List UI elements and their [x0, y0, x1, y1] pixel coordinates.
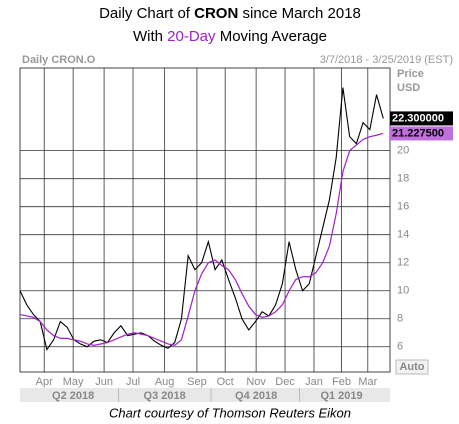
y-tick-label: 8	[397, 313, 403, 325]
plot-area	[19, 67, 391, 373]
price-line	[19, 87, 384, 351]
y-axis-label: Price	[397, 68, 424, 80]
auto-button[interactable]	[395, 359, 429, 375]
date-range: 3/7/2018 - 3/25/2019 (EST)	[320, 54, 453, 66]
x-tick-label: Apr	[36, 376, 53, 388]
quarter-label: Q3 2018	[144, 390, 186, 402]
x-tick-label: Nov	[246, 376, 266, 388]
y-tick-label: 18	[397, 173, 409, 185]
title-part: since March 2018	[238, 5, 361, 22]
title-ticker: CRON	[194, 5, 238, 22]
x-tick-label: Aug	[155, 376, 175, 388]
x-tick-label: Sep	[187, 376, 207, 388]
x-tick-label: Dec	[275, 376, 295, 388]
chart-title: Daily Chart of CRON since March 2018	[99, 5, 361, 22]
x-tick-label: Jul	[126, 376, 140, 388]
quarter-band	[20, 388, 390, 402]
y-axis-label: USD	[397, 82, 420, 94]
y-tick-label: 10	[397, 285, 409, 297]
subtitle-highlight: 20-Day	[167, 28, 216, 45]
y-tick-label: 14	[397, 229, 409, 241]
subtitle-part: With	[133, 28, 167, 45]
x-tick-label: Jan	[305, 376, 323, 388]
auto-button-label[interactable]: Auto	[399, 361, 424, 373]
moving-average-line	[19, 132, 384, 347]
footer: Chart courtesy of Thomson Reuters Eikon	[109, 405, 351, 420]
quarter-label: Q2 2018	[52, 390, 94, 402]
title-part: Daily Chart of	[99, 5, 194, 22]
last-value-box	[390, 111, 453, 126]
last-value-label: 22.300000	[392, 112, 444, 124]
x-tick-label: Mar	[358, 376, 377, 388]
instrument-label: Daily CRON.O	[22, 54, 96, 66]
last-value-box	[390, 126, 453, 141]
y-tick-label: 16	[397, 201, 409, 213]
y-tick-label: 20	[397, 145, 409, 157]
quarter-label: Q1 2019	[320, 390, 362, 402]
x-tick-label: Jun	[95, 376, 113, 388]
chart-subtitle: With 20-Day Moving Average	[133, 28, 327, 45]
x-tick-label: Oct	[217, 376, 234, 388]
y-tick-label: 6	[397, 341, 403, 353]
y-tick-label: 12	[397, 257, 409, 269]
x-tick-label: Feb	[332, 376, 351, 388]
quarter-label: Q4 2018	[235, 390, 277, 402]
last-value-label: 21.227500	[392, 127, 444, 139]
x-tick-label: May	[63, 376, 84, 388]
subtitle-part: Moving Average	[216, 28, 327, 45]
